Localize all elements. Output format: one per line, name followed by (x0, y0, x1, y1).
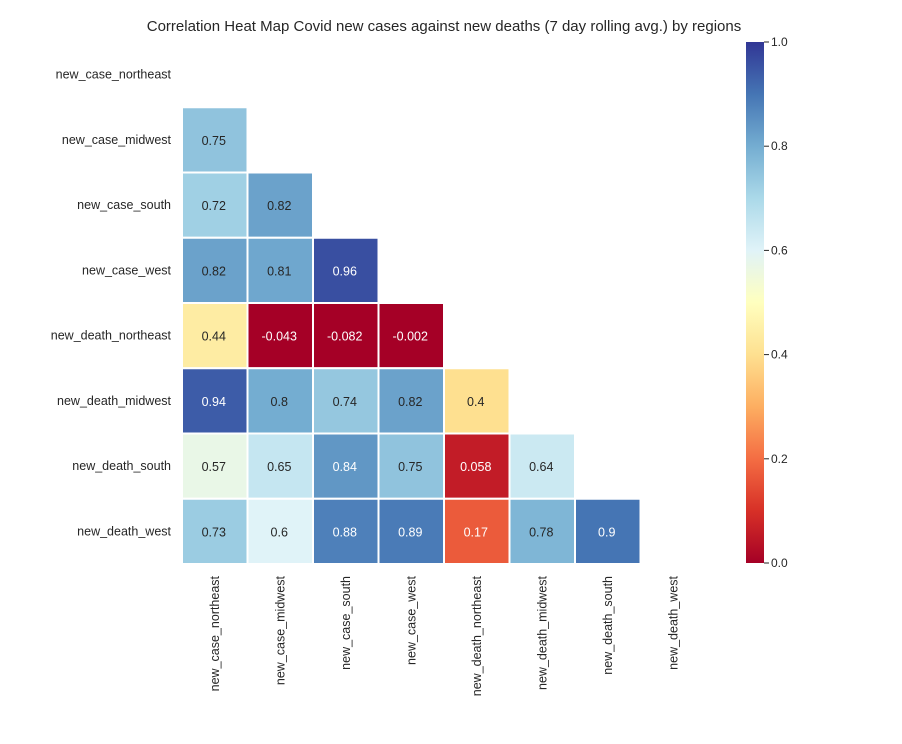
x-tick-label: new_death_northeast (470, 575, 484, 696)
cell-value-label: 0.96 (333, 264, 357, 278)
cell-value-label: 0.82 (398, 395, 422, 409)
cell-value-label: 0.4 (467, 395, 484, 409)
cell-value-label: 0.65 (267, 460, 291, 474)
x-axis-labels: new_case_northeast new_case_midwest new_ca… (208, 575, 681, 696)
y-tick-label: new_case_northeast (56, 68, 172, 82)
heatmap-cell (443, 432, 511, 500)
x-tick-label: new_death_midwest (535, 575, 549, 689)
heatmap-cell (181, 106, 249, 174)
colorbar: 0.0 0.2 0.4 0.6 0.8 1.0 (746, 35, 788, 570)
heatmap-cell (246, 497, 314, 565)
cell-value-label: 0.75 (398, 460, 422, 474)
cell-value-label: 0.88 (333, 525, 357, 539)
y-tick-label: new_death_south (72, 459, 171, 473)
cell-value-label: 0.78 (529, 525, 553, 539)
colorbar-tick-label: 0.8 (771, 139, 788, 153)
colorbar-tick-label: 1.0 (771, 35, 788, 49)
heatmap-cell (246, 302, 314, 370)
cell-value-label: -0.002 (393, 330, 428, 344)
cell-value-label: 0.8 (271, 395, 288, 409)
cell-value-label: 0.82 (267, 199, 291, 213)
colorbar-ticks: 0.0 0.2 0.4 0.6 0.8 1.0 (764, 35, 788, 570)
chart-title: Correlation Heat Map Covid new cases aga… (147, 18, 741, 35)
heatmap-cell (181, 497, 249, 565)
heatmap-cell (377, 302, 445, 370)
cell-value-label: 0.9 (598, 525, 615, 539)
heatmap-cell (246, 367, 314, 435)
y-tick-label: new_death_northeast (51, 329, 172, 343)
heatmap-cell (377, 367, 445, 435)
cell-value-label: 0.82 (202, 264, 226, 278)
colorbar-tick-label: 0.0 (771, 556, 788, 570)
cell-value-label: 0.64 (529, 460, 553, 474)
x-tick-label: new_case_northeast (208, 575, 222, 691)
heatmap-cells: 0.75 0.72 0.82 0.82 0.81 0.96 0.44 -0.043 -0.082… (181, 106, 642, 565)
y-axis-labels: new_case_northeast new_case_midwest new_ca… (51, 68, 172, 539)
heatmap-cell (246, 432, 314, 500)
y-tick-label: new_case_midwest (62, 133, 172, 147)
y-tick-label: new_case_west (82, 263, 171, 277)
cell-value-label: 0.6 (271, 525, 288, 539)
cell-value-label: 0.74 (333, 395, 357, 409)
x-tick-label: new_death_south (601, 576, 615, 675)
colorbar-tick-label: 0.2 (771, 452, 788, 466)
cell-value-label: 0.44 (202, 330, 226, 344)
cell-value-label: 0.73 (202, 525, 226, 539)
cell-value-label: 0.058 (460, 460, 491, 474)
cell-value-label: -0.043 (262, 330, 297, 344)
colorbar-tick-label: 0.4 (771, 348, 788, 362)
cell-value-label: 0.72 (202, 199, 226, 213)
x-tick-label: new_case_midwest (273, 575, 287, 685)
cell-value-label: 0.89 (398, 525, 422, 539)
cell-value-label: 0.57 (202, 460, 226, 474)
cell-value-label: 0.81 (267, 264, 291, 278)
heatmap-cell (181, 432, 249, 500)
heatmap-cell (508, 497, 576, 565)
colorbar-gradient (746, 42, 764, 563)
y-tick-label: new_death_west (77, 524, 171, 538)
heatmap-cell (312, 236, 380, 304)
heatmap-cell (377, 432, 445, 500)
x-tick-label: new_case_west (404, 575, 418, 664)
heatmap-cell (377, 497, 445, 565)
y-tick-label: new_death_midwest (57, 394, 171, 408)
heatmap-cell (508, 432, 576, 500)
cell-value-label: 0.17 (464, 525, 488, 539)
cell-value-label: 0.75 (202, 134, 226, 148)
colorbar-tick-label: 0.6 (771, 243, 788, 257)
x-tick-label: new_case_south (339, 576, 353, 670)
cell-value-label: 0.94 (202, 395, 226, 409)
cell-value-label: -0.082 (327, 330, 362, 344)
cell-value-label: 0.84 (333, 460, 357, 474)
heatmap-cell (574, 497, 642, 565)
heatmap-cell (181, 171, 249, 239)
x-tick-label: new_death_west (666, 575, 680, 669)
y-tick-label: new_case_south (77, 198, 171, 212)
